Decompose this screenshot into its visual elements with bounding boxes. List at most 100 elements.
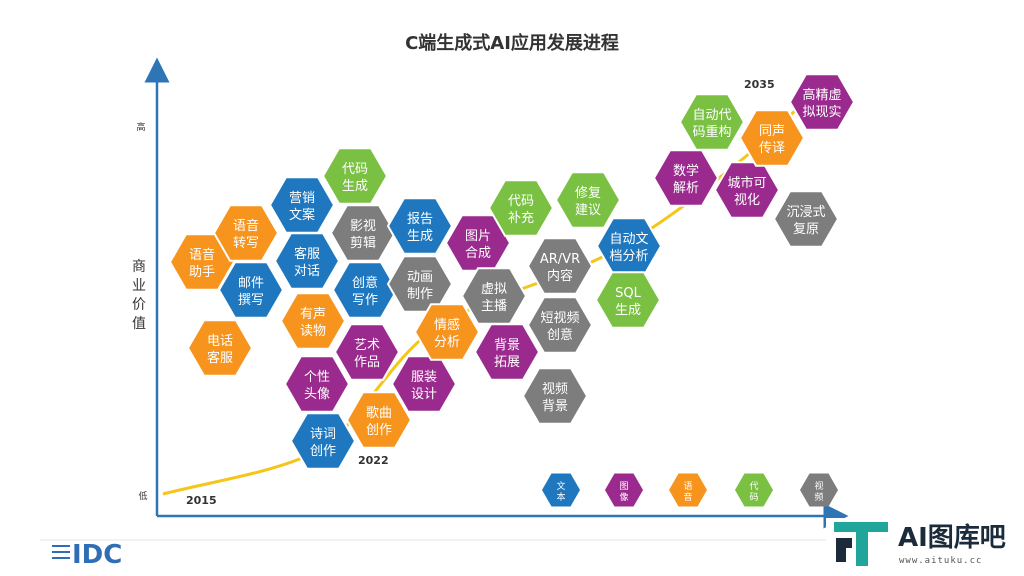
application-hex-label: 代码	[342, 162, 368, 177]
application-hex-label: 助手	[189, 265, 215, 280]
legend-item: 语音	[669, 473, 707, 507]
application-hex-shape	[473, 323, 541, 381]
legend-label: 图	[619, 481, 628, 492]
application-hex-label: 创意	[547, 327, 573, 343]
legend-item: 代码	[735, 473, 773, 507]
application-hex-shape	[386, 197, 454, 255]
application-hex-label: 数学	[673, 163, 699, 179]
legend-label: 本	[556, 491, 565, 503]
application-hex-label: 设计	[411, 387, 437, 402]
application-hex-label: 剪辑	[350, 235, 376, 251]
application-hex-label: 高精虚	[802, 87, 841, 103]
application-hex-label: 视化	[734, 193, 760, 208]
application-hex-shape	[526, 296, 594, 354]
application-hex-shape	[487, 179, 555, 237]
application-hex-label: 档分析	[609, 249, 648, 264]
idc-logo-text: IDC	[72, 540, 122, 570]
y-axis-title-char: 商	[132, 259, 146, 275]
application-hex-label: 背景	[542, 399, 568, 414]
application-hex-label: 语音	[189, 247, 215, 263]
application-hex-label: 拓展	[494, 355, 520, 370]
application-hex-shape	[594, 271, 662, 329]
application-hex-label: 城市可	[727, 175, 766, 191]
y-axis-title: 商 业 价 值	[132, 259, 146, 332]
year-label-2035: 2035	[744, 78, 775, 91]
y-axis-low-label: 低	[138, 490, 147, 502]
application-hex-label: 服装	[411, 370, 437, 385]
legend-label: 码	[749, 492, 758, 503]
application-hex-label: 创作	[366, 423, 392, 438]
legend-swatch	[669, 473, 707, 507]
application-hex-shape	[329, 204, 397, 262]
y-axis-title-char: 值	[132, 316, 146, 332]
application-hex-shape	[521, 367, 589, 425]
application-hex-label: 同声	[759, 124, 785, 139]
application-hex-label: 电话	[207, 334, 233, 349]
application-hex-label: 虚拟	[481, 282, 507, 297]
application-hex-shape	[283, 355, 351, 413]
application-hex-label: 生成	[615, 303, 641, 318]
application-hex-label: SQL	[615, 286, 641, 301]
application-hex-shape	[526, 237, 594, 295]
year-label-2015: 2015	[186, 494, 217, 507]
legend-item: 图像	[605, 473, 643, 507]
application-hex-label: 撰写	[238, 293, 264, 308]
application-hex-label: 分析	[434, 335, 460, 350]
application-hex-shape	[678, 93, 746, 151]
legend-label: 语	[683, 481, 692, 492]
application-hex-shape	[279, 292, 347, 350]
application-hex-shape	[289, 412, 357, 470]
application-hex-label: 转写	[233, 236, 259, 251]
y-axis-title-char: 价	[132, 297, 146, 313]
application-hex-label: 情感	[434, 317, 460, 333]
idc-logo: IDC	[52, 540, 122, 570]
application-hex-label: 合成	[465, 246, 491, 261]
legend-label: 视	[814, 480, 823, 492]
application-hex-label: 制作	[407, 287, 433, 302]
application-hex-label: 客服	[294, 246, 320, 262]
application-hex-shape	[217, 261, 285, 319]
application-hex-label: 有声	[300, 307, 326, 322]
application-hex-label: 生成	[407, 229, 433, 244]
application-hex-shape	[772, 190, 840, 248]
legend-label: 频	[814, 491, 823, 503]
application-hex-label: 影视	[350, 219, 376, 234]
application-hex-shape	[321, 147, 389, 205]
application-hex-label: 短视频	[540, 311, 579, 326]
application-hex-shape	[212, 204, 280, 262]
application-hex-label: 沉浸式	[786, 205, 825, 220]
application-hex-label: 修复	[575, 186, 601, 201]
legend-swatch	[542, 473, 580, 507]
legend-swatch	[605, 473, 643, 507]
legend-label: 像	[619, 491, 628, 503]
application-hex-shape	[331, 261, 399, 319]
application-hex-label: 生成	[342, 179, 368, 194]
application-hex-shape	[333, 323, 401, 381]
application-hex-label: 拟现实	[802, 105, 841, 120]
legend-swatch	[800, 473, 838, 507]
legend-label: 音	[683, 491, 692, 503]
application-hex-label: 视频	[542, 382, 568, 397]
